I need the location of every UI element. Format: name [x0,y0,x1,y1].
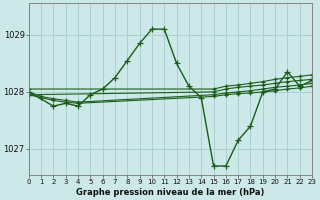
X-axis label: Graphe pression niveau de la mer (hPa): Graphe pression niveau de la mer (hPa) [76,188,265,197]
